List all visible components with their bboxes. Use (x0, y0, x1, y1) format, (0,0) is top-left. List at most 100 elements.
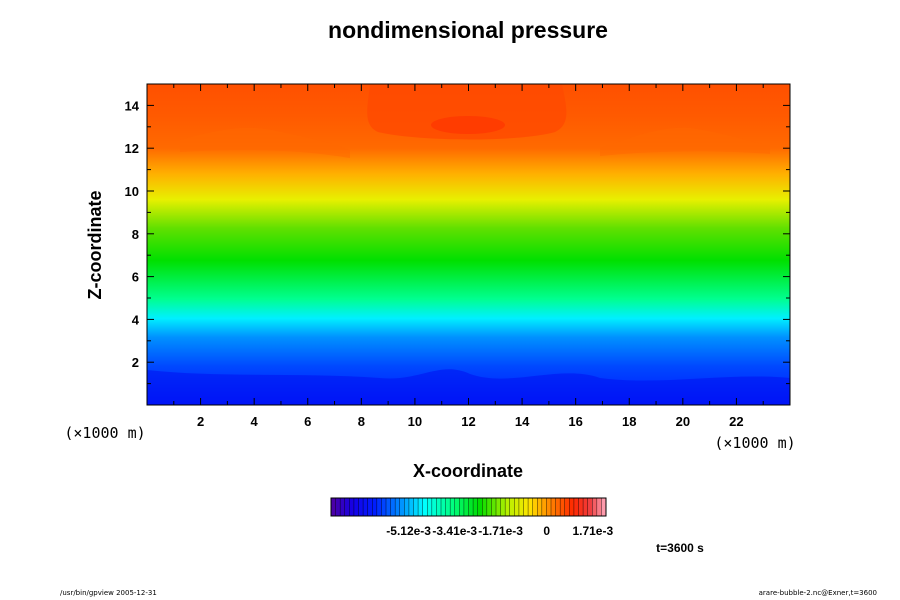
footer-left: /usr/bin/gpview 2005-12-31 (60, 589, 157, 597)
y-axis-unit: (×1000 m) (64, 424, 145, 442)
y-axis-ticks: 2 4 6 8 10 12 14 (125, 98, 790, 385)
colorbar-cell (436, 498, 442, 516)
colorbar-cell (450, 498, 456, 516)
colorbar: -5.12e-3 -3.41e-3 -1.71e-3 0 1.71e-3 (330, 497, 613, 538)
upper-bulge-feature (367, 84, 567, 140)
colorbar-cell (555, 498, 561, 516)
colorbar-tick-label: 0 (543, 524, 550, 538)
colorbar-cell (473, 498, 479, 516)
colorbar-cell (363, 498, 369, 516)
colorbar-cell (353, 498, 359, 516)
colorbar-cell (404, 498, 410, 516)
colorbar-cell (463, 498, 469, 516)
x-tick-label: 22 (729, 414, 743, 429)
colorbar-cell (431, 498, 437, 516)
colorbar-cell (372, 498, 378, 516)
colorbar-cell (376, 498, 382, 516)
side-bump-right-feature (600, 127, 770, 156)
colorbar-cell (564, 498, 570, 516)
x-tick-label: 6 (304, 414, 311, 429)
colorbar-cell (523, 498, 529, 516)
colorbar-cell (367, 498, 373, 516)
colorbar-cell (551, 498, 556, 516)
x-tick-label: 18 (622, 414, 636, 429)
colorbar-cell (587, 498, 593, 516)
x-tick-label: 20 (676, 414, 690, 429)
x-tick-label: 16 (568, 414, 582, 429)
colorbar-cell (528, 498, 534, 516)
x-axis-unit: (×1000 m) (714, 434, 795, 452)
x-tick-label: 10 (408, 414, 422, 429)
colorbar-cell (496, 498, 501, 516)
colorbar-cell (569, 498, 575, 516)
field-features (147, 84, 790, 405)
low-level-ripple-feature (147, 369, 790, 405)
colorbar-cell (477, 498, 483, 516)
colorbar-cell (390, 498, 396, 516)
colorbar-cell (482, 498, 488, 516)
colorbar-frame (330, 497, 607, 517)
colorbar-cell (505, 498, 511, 516)
colorbar-cell (413, 498, 419, 516)
colorbar-cell (468, 498, 474, 516)
x-tick-label: 14 (515, 414, 530, 429)
colorbar-cell (509, 498, 515, 516)
y-tick-label: 4 (132, 312, 140, 327)
colorbar-cell (331, 498, 336, 516)
colorbar-cell (486, 498, 492, 516)
colorbar-cell (601, 498, 607, 516)
x-tick-label: 8 (358, 414, 365, 429)
colorbar-cell (592, 498, 598, 516)
colorbar-cell (514, 498, 520, 516)
y-tick-label: 10 (125, 184, 139, 199)
x-tick-label: 12 (461, 414, 475, 429)
colorbar-cell (518, 498, 524, 516)
time-label: t=3600 s (656, 541, 704, 555)
colorbar-cell (454, 498, 460, 516)
colorbar-cell (399, 498, 405, 516)
y-tick-label: 8 (132, 227, 139, 242)
side-bump-left-feature (180, 127, 350, 158)
colorbar-cell (532, 498, 538, 516)
colorbar-cell (340, 498, 346, 516)
colorbar-cells (330, 498, 607, 516)
colorbar-cell (349, 498, 355, 516)
colorbar-cell (560, 498, 566, 516)
colorbar-cell (344, 498, 350, 516)
footer-right: arare-bubble-2.nc@Exner,t=3600 (759, 589, 877, 597)
y-tick-label: 2 (132, 355, 139, 370)
colorbar-cell (381, 498, 387, 516)
colorbar-cell (537, 498, 543, 516)
colorbar-cell (445, 498, 451, 516)
colorbar-tick-label: -1.71e-3 (478, 524, 523, 538)
y-tick-label: 12 (125, 141, 139, 156)
colorbar-cell (395, 498, 401, 516)
y-tick-label: 14 (125, 98, 140, 113)
y-axis-label: Z-coordinate (85, 190, 105, 299)
chart-title: nondimensional pressure (328, 17, 608, 43)
colorbar-cell (422, 498, 428, 516)
x-axis-ticks: 2 4 6 8 10 12 14 16 18 20 22 (173, 84, 764, 429)
pressure-maximum-feature (431, 116, 505, 134)
x-axis-label: X-coordinate (413, 461, 523, 481)
colorbar-cell (583, 498, 589, 516)
colorbar-cell (427, 498, 433, 516)
colorbar-cell (596, 498, 602, 516)
colorbar-cell (386, 498, 391, 516)
colorbar-tick-label: -5.12e-3 (386, 524, 431, 538)
colorbar-cell (573, 498, 579, 516)
colorbar-cell (546, 498, 552, 516)
colorbar-cell (418, 498, 424, 516)
colorbar-cell (358, 498, 364, 516)
colorbar-cell (335, 498, 341, 516)
y-tick-label: 6 (132, 270, 139, 285)
colorbar-cell (441, 498, 446, 516)
x-tick-label: 2 (197, 414, 204, 429)
x-tick-label: 4 (251, 414, 259, 429)
colorbar-cell (500, 498, 506, 516)
colorbar-cell (408, 498, 414, 516)
colorbar-cell (578, 498, 584, 516)
colorbar-tick-label: 1.71e-3 (572, 524, 613, 538)
